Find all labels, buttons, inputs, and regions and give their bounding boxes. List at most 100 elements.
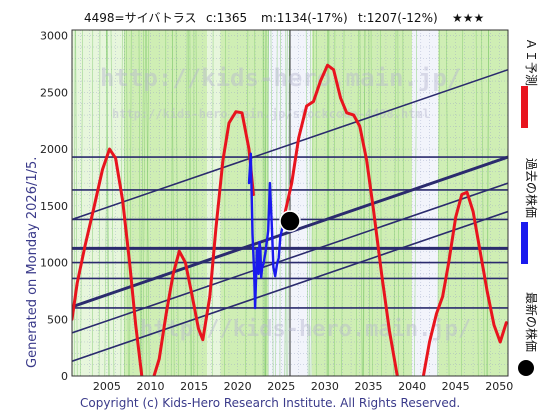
background-noise-line: [310, 30, 315, 376]
background-noise-line: [185, 30, 188, 376]
watermark-main: http://kids-hero.main.jp/: [100, 64, 461, 92]
ai-forecast-line: [283, 63, 399, 376]
header-code-name: 4498=サイバトラス: [84, 11, 196, 25]
background-noise-line: [170, 30, 173, 376]
header-m: m:1134(-17%): [261, 11, 348, 25]
background-noise-line: [98, 30, 101, 376]
x-tick-label: 2030: [311, 380, 339, 393]
plot-frame: [71, 29, 509, 377]
background-noise-line: [138, 30, 141, 376]
watermark-bottom: http://kids-hero.main.jp/: [140, 317, 471, 342]
background-noise-line: [140, 30, 145, 376]
copyright-text: Copyright (c) Kids-Hero Research Institu…: [80, 396, 460, 410]
legend-past: 過去の株価: [521, 158, 539, 264]
data-series: [72, 63, 508, 376]
background-noise-line: [270, 30, 274, 376]
legend-past-swatch: [521, 222, 528, 264]
background-noise-line: [145, 30, 150, 376]
background-noise-line: [75, 30, 78, 376]
legend-ai: ＡＩ予測: [521, 38, 538, 128]
background-noise-line: [224, 30, 226, 376]
header-close: c:1365: [206, 11, 247, 25]
y-tick-label: 1500: [40, 200, 68, 213]
ai-forecast-line: [421, 190, 508, 376]
legend-ai-swatch: [521, 86, 528, 128]
trend-line-sloped: [72, 182, 508, 334]
background-noise-line: [328, 30, 330, 376]
x-tick-label: 2025: [267, 380, 295, 393]
y-axis-ticks: 0 500 1000 1500 2000 2500 3000: [40, 30, 68, 383]
background-noise-line: [279, 30, 281, 376]
x-tick-label: 2020: [224, 380, 252, 393]
background-noise-line: [126, 30, 129, 376]
background-noise-line: [265, 30, 269, 376]
latest-price-marker: [279, 210, 301, 232]
background-noise-line: [104, 30, 108, 376]
background-noise-line: [105, 30, 109, 376]
legend-past-label: 過去の株価: [524, 158, 539, 218]
background-noise-line: [171, 30, 175, 376]
trend-line-sloped: [72, 155, 508, 309]
x-tick-label: 2010: [136, 380, 164, 393]
background-noise-line: [189, 30, 192, 376]
x-tick-label: 2050: [485, 380, 513, 393]
background-noise-line: [487, 30, 489, 376]
background-noise-line: [309, 30, 311, 376]
background-noise-line: [355, 30, 359, 376]
background-noise-line: [393, 30, 397, 376]
ai-forecast-line: [152, 110, 255, 376]
ai-forecast-line: [72, 147, 144, 376]
x-tick-label: 2015: [180, 380, 208, 393]
background-noise-line: [305, 30, 309, 376]
x-axis-ticks: 2005 2010 2015 2020 2025 2030 2035 2040 2045 2050: [93, 380, 513, 393]
y-tick-label: 0: [61, 370, 68, 383]
background-noise-line: [379, 30, 382, 376]
legend-latest-dot: [518, 360, 534, 376]
legend-ai-label: ＡＩ予測: [524, 38, 538, 86]
background-noise-line: [437, 30, 440, 376]
background-noise-line: [334, 30, 336, 376]
background-noise-line: [359, 30, 363, 376]
watermarks: http://kids-hero.main.jp/ http://kids-he…: [100, 64, 471, 342]
background-noise-line: [445, 30, 450, 376]
background-noise-line: [481, 30, 485, 376]
background-noise-line: [142, 30, 146, 376]
generated-date-label: Generated on Monday 2026/1/5.: [25, 157, 40, 368]
background-noise-line: [402, 30, 405, 376]
x-tick-label: 2040: [398, 380, 426, 393]
background-noise-line: [245, 30, 249, 376]
background-noise-line: [397, 30, 400, 376]
trend-lines: [72, 68, 508, 363]
plot-area: http://kids-hero.main.jp/ http://kids-he…: [71, 29, 509, 377]
legend-latest-label: 最新の株価: [524, 292, 539, 352]
trend-line-sloped: [72, 68, 508, 221]
background-noise-line: [368, 30, 371, 376]
latest-price-marker-group: [279, 210, 301, 232]
background-noise-line: [187, 30, 192, 376]
legend: ＡＩ予測 過去の株価 最新の株価: [518, 38, 539, 376]
y-tick-label: 2500: [40, 86, 68, 99]
background-band: [220, 30, 269, 376]
trend-line-sloped: [72, 210, 508, 363]
background-noise-line: [80, 30, 83, 376]
x-tick-label: 2035: [354, 380, 382, 393]
background-noise-line: [211, 30, 214, 376]
y-tick-label: 1000: [40, 257, 68, 270]
x-tick-label: 2045: [442, 380, 470, 393]
background-noise-line: [461, 30, 464, 376]
header-stars: ★★★: [452, 11, 484, 25]
background-noise-line: [91, 30, 94, 376]
y-tick-label: 3000: [40, 30, 68, 43]
y-tick-label: 2000: [40, 143, 68, 156]
x-tick-label: 2005: [93, 380, 121, 393]
background-noise-line: [363, 30, 366, 376]
background-noise-line: [73, 30, 76, 376]
header-t: t:1207(-12%): [358, 11, 438, 25]
legend-latest: 最新の株価: [518, 292, 539, 376]
background-noise-line: [341, 30, 345, 376]
background-noise-line: [129, 30, 132, 376]
background-noise-line: [475, 30, 479, 376]
background-noise-line: [263, 30, 266, 376]
background-noise-line: [275, 30, 278, 376]
